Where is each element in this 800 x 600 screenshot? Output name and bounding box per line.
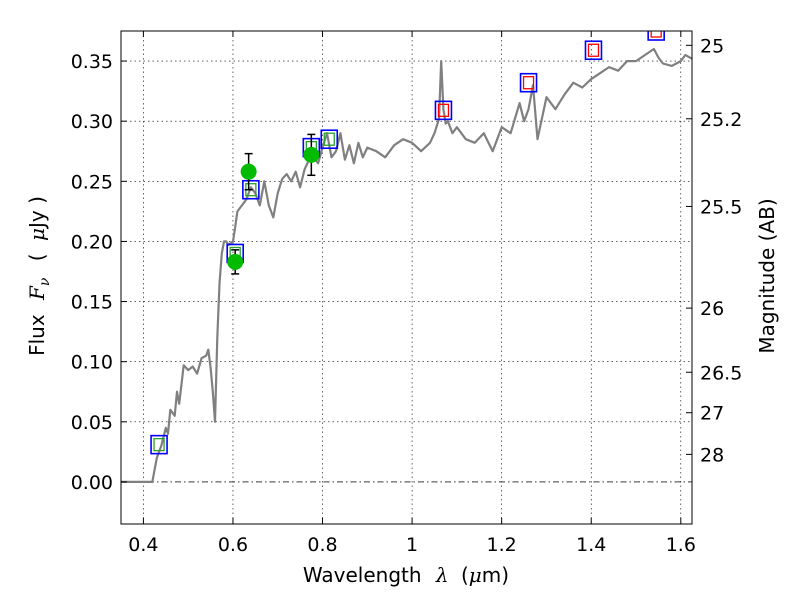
model-point-red <box>434 100 453 121</box>
y2-tick-label: 26.5 <box>700 362 742 384</box>
model-point-red <box>519 72 538 93</box>
x-axis-label-text: Wavelength <box>303 563 422 587</box>
x-axis-unit-mu: μ <box>469 563 482 587</box>
x-axis-unit-open: ( <box>461 563 469 587</box>
y-tick-label: 0.15 <box>71 292 113 314</box>
y-tick-label: 0.10 <box>71 352 113 374</box>
model-box <box>434 100 453 121</box>
y2-tick-label: 25.5 <box>700 196 742 218</box>
x-tick-label: 1.4 <box>576 534 606 556</box>
y-axis-symbol: F <box>25 285 49 301</box>
x-axis-unit-close: m) <box>482 563 509 587</box>
observed-point <box>240 152 257 191</box>
y2-tick-label: 26 <box>700 298 724 320</box>
y-tick-label: 0.30 <box>71 111 113 133</box>
model-point-green <box>320 129 339 150</box>
y-tick-label: 0.05 <box>71 412 113 434</box>
observed-marker <box>227 253 244 270</box>
model-inner-red <box>437 103 450 118</box>
y-axis-subscript: ν <box>37 277 53 286</box>
model-box <box>320 129 339 150</box>
model-inner-green <box>323 132 335 146</box>
observed-point <box>303 133 320 177</box>
y-tick-label: 0.20 <box>71 231 113 253</box>
x-axis-label: Wavelength λ (μm) <box>303 563 509 587</box>
observed-marker <box>240 163 257 180</box>
spectrum-line <box>121 47 692 483</box>
y-axis-unit-open: ( <box>25 253 49 261</box>
x-tick-label: 1.6 <box>666 534 696 556</box>
y-axis-unit-rest: Jy ) <box>25 196 49 230</box>
x-tick-label: 1 <box>406 534 418 556</box>
model-box <box>584 40 603 61</box>
y-tick-label: 0.25 <box>71 171 113 193</box>
x-tick-label: 0.8 <box>307 534 337 556</box>
model-point-green <box>150 434 168 455</box>
y-tick-label: 0.35 <box>71 51 113 73</box>
y2-tick-label: 25.2 <box>700 109 742 131</box>
plot-frame <box>120 30 693 525</box>
y-axis-unit-mu: μ <box>25 228 49 241</box>
y2-axis-label: Magnitude (AB) <box>755 198 779 353</box>
model-box <box>519 72 538 93</box>
plot-area <box>121 31 692 483</box>
model-box <box>647 31 665 41</box>
y2-tick-label: 25 <box>700 35 724 57</box>
x-tick-label: 0.6 <box>218 534 248 556</box>
model-point-red <box>584 40 603 61</box>
y-tick-label: 0.00 <box>71 472 113 494</box>
observed-point <box>227 249 244 275</box>
observed-marker <box>303 146 320 163</box>
x-tick-label: 0.4 <box>128 534 158 556</box>
model-inner-red <box>650 31 662 38</box>
model-inner-red <box>522 76 535 90</box>
model-box <box>150 434 168 455</box>
y-axis-label-text: Flux <box>25 314 49 356</box>
model-inner-green <box>153 437 165 452</box>
x-tick-label: 1.2 <box>487 534 517 556</box>
model-inner-red <box>587 43 600 57</box>
y2-tick-label: 27 <box>700 403 724 425</box>
y2-tick-label: 28 <box>700 444 724 466</box>
model-box <box>242 179 260 200</box>
model-point-red <box>647 31 665 41</box>
ticks: 0.4 0.6 0.8 1 1.2 1.4 1.6 0.00 0.05 0.10 0.15 0.20 0… <box>71 31 742 556</box>
x-axis-symbol: λ <box>435 563 449 587</box>
y-axis-label: Flux Fν ( μJy ) <box>25 196 54 356</box>
